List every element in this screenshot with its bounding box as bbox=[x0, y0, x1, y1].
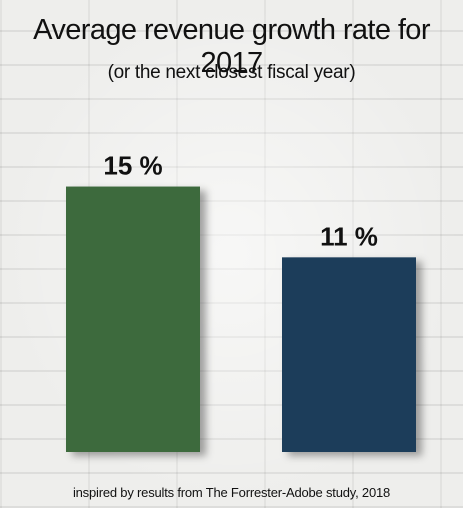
bar-value-label-2: 11 % bbox=[320, 221, 378, 251]
bar-1 bbox=[66, 187, 200, 452]
bar-2 bbox=[282, 257, 416, 452]
bar-value-label-1: 15 % bbox=[103, 151, 162, 181]
source-note: inspired by results from The Forrester-A… bbox=[0, 485, 463, 500]
